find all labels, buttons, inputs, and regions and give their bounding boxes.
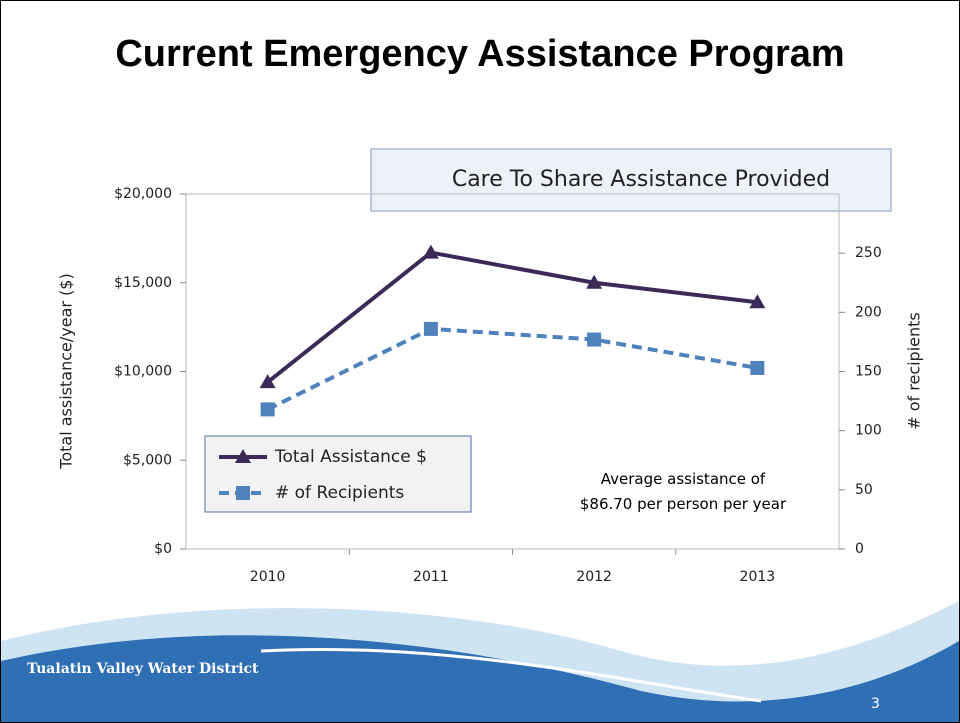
wave-highlight [260,647,762,703]
x-tick-label: 2011 [413,569,449,585]
y2-tick-label: 100 [855,423,882,439]
legend-label: Total Assistance $ [274,447,427,467]
legend-marker [236,486,250,500]
y-axis-label: Total assistance/year ($) [57,273,76,469]
wave-dark [1,635,959,722]
x-tick-label: 2012 [576,569,612,585]
y-tick-label: $5,000 [123,452,172,468]
page-title: Current Emergency Assistance Program [115,33,845,75]
page-number: 3 [871,696,880,712]
marker [587,332,602,347]
marker [749,294,766,309]
y-tick-label: $15,000 [114,275,172,291]
chart-title: Care To Share Assistance Provided [452,167,830,192]
y2-tick-label: 150 [855,364,882,380]
x-tick-label: 2013 [740,569,776,585]
marker [423,321,438,336]
organization: Tualatin Valley Water District [27,661,259,677]
y2-tick-label: 50 [855,482,873,498]
y-tick-label: $10,000 [114,364,172,380]
y2-tick-label: 250 [855,245,882,261]
y-tick-label: $20,000 [114,186,172,202]
legend-label: # of Recipients [275,483,404,503]
marker [750,360,765,375]
marker [422,244,439,259]
y2-tick-label: 0 [855,541,864,557]
chart-title-box [370,148,892,212]
marker [259,374,276,389]
marker [260,402,275,417]
marker [586,274,603,289]
legend-marker [235,449,251,463]
series-line [266,326,758,412]
y-tick-label: $0 [154,541,172,557]
series-line [266,250,758,384]
y2-tick-label: 200 [855,304,882,320]
x-tick-label: 2010 [250,569,286,585]
annotation: Average assistance of $86.70 per person … [579,470,787,513]
y2-axis-label: # of recipients [905,312,924,430]
